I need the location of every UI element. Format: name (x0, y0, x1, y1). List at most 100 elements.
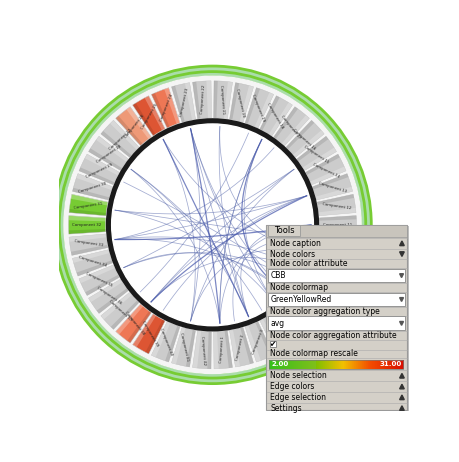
Wedge shape (172, 86, 185, 122)
Wedge shape (286, 292, 324, 329)
Text: GreenYellowRed: GreenYellowRed (270, 295, 331, 304)
Bar (390, 359, 391, 369)
Bar (360, 359, 361, 369)
Wedge shape (313, 174, 353, 200)
Wedge shape (293, 130, 324, 157)
Bar (307, 359, 308, 369)
Bar (348, 359, 349, 369)
Text: 31.00: 31.00 (380, 361, 402, 367)
Bar (361, 359, 362, 369)
Bar (345, 359, 346, 369)
Bar (402, 359, 403, 369)
Bar (314, 359, 315, 369)
Bar (288, 359, 289, 369)
Bar (360, 359, 361, 369)
Bar (331, 359, 332, 369)
Wedge shape (69, 234, 108, 255)
Bar (310, 359, 311, 369)
Bar (301, 359, 302, 369)
Bar (354, 359, 355, 369)
Bar (402, 359, 403, 369)
Text: Edge colors: Edge colors (270, 382, 315, 391)
Bar (349, 359, 350, 369)
Wedge shape (297, 280, 336, 313)
Text: Component 36: Component 36 (95, 286, 122, 305)
Wedge shape (224, 331, 233, 368)
Wedge shape (274, 107, 298, 139)
Bar (306, 359, 307, 369)
Wedge shape (317, 194, 356, 216)
Wedge shape (77, 260, 112, 276)
Bar (285, 359, 286, 369)
Wedge shape (116, 304, 151, 343)
Bar (304, 359, 305, 369)
Wedge shape (172, 328, 196, 367)
Bar (300, 359, 301, 369)
Wedge shape (101, 292, 139, 329)
Wedge shape (97, 288, 128, 313)
Text: Component 21: Component 21 (219, 85, 225, 115)
Text: Component 14: Component 14 (312, 162, 340, 178)
Bar (320, 359, 321, 369)
Bar (268, 292, 405, 306)
Polygon shape (400, 298, 403, 302)
Polygon shape (400, 384, 404, 389)
Text: Component 20: Component 20 (235, 88, 246, 117)
Bar (355, 359, 356, 369)
Text: Component 4: Component 4 (267, 321, 284, 346)
Bar (340, 359, 341, 369)
Wedge shape (286, 120, 314, 149)
Wedge shape (193, 331, 201, 368)
Wedge shape (274, 304, 309, 343)
Wedge shape (240, 85, 253, 122)
Wedge shape (297, 136, 328, 161)
Wedge shape (127, 311, 151, 343)
Bar (350, 359, 351, 369)
Wedge shape (213, 81, 233, 119)
Bar (284, 359, 285, 369)
Bar (403, 359, 404, 369)
Text: Node selection: Node selection (270, 371, 327, 380)
Bar (292, 359, 293, 369)
Wedge shape (230, 83, 253, 122)
Bar (395, 359, 396, 369)
Bar (312, 359, 313, 369)
Bar (298, 359, 299, 369)
Wedge shape (316, 250, 353, 262)
Bar (331, 359, 332, 369)
Text: Component 1: Component 1 (219, 336, 225, 364)
Bar (322, 359, 323, 369)
Wedge shape (73, 250, 112, 276)
Bar (370, 359, 371, 369)
Wedge shape (306, 274, 340, 296)
Wedge shape (256, 322, 274, 357)
Wedge shape (260, 319, 280, 354)
Bar (353, 359, 355, 369)
Wedge shape (73, 174, 112, 200)
Wedge shape (319, 216, 356, 221)
Wedge shape (79, 265, 115, 283)
Wedge shape (126, 107, 151, 139)
Bar (282, 359, 283, 369)
Bar (278, 359, 279, 369)
Wedge shape (116, 107, 151, 146)
Text: Node color attribute: Node color attribute (270, 259, 348, 268)
Bar (272, 359, 273, 369)
Text: Component 6: Component 6 (293, 300, 316, 321)
Bar (382, 359, 383, 369)
Wedge shape (101, 292, 132, 319)
Bar (358, 359, 359, 369)
Bar (308, 359, 309, 369)
Bar (323, 359, 324, 369)
Bar (299, 359, 300, 369)
Bar (333, 359, 335, 369)
Wedge shape (164, 88, 180, 124)
Bar (291, 359, 293, 369)
Bar (353, 359, 354, 369)
Bar (384, 359, 385, 369)
Bar (311, 359, 312, 369)
Bar (269, 359, 270, 369)
Bar (337, 359, 338, 369)
Text: Component 16: Component 16 (292, 128, 317, 151)
Bar (363, 359, 364, 369)
